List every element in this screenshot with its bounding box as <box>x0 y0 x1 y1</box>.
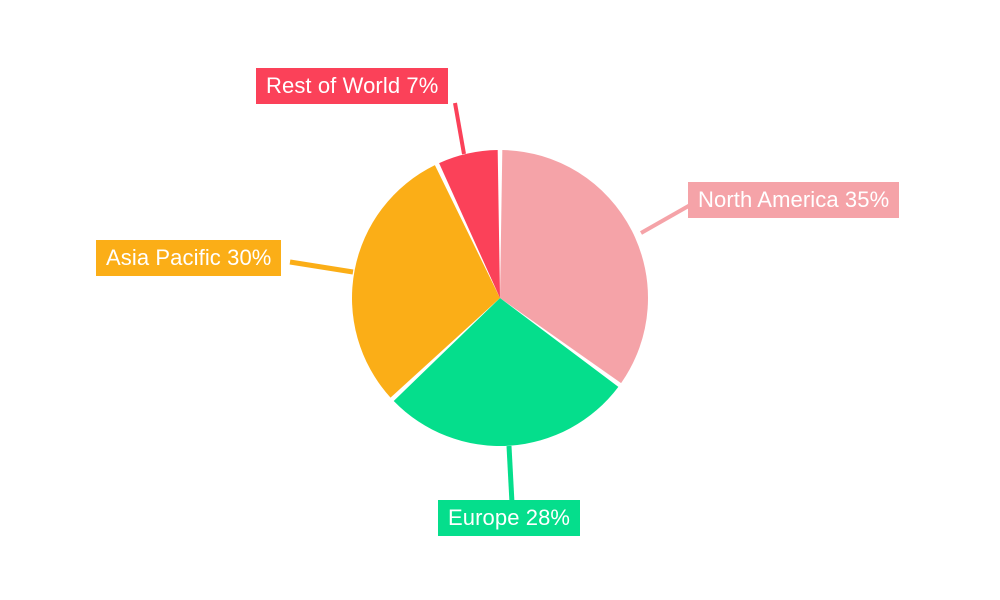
pie-leader-lines <box>289 102 693 504</box>
pie-label-asia-pacific: Asia Pacific 30% <box>96 240 282 276</box>
pie-slice-europe[interactable] <box>393 298 619 446</box>
pie-slice-rest-of-world[interactable] <box>439 150 500 298</box>
leader-line-europe <box>506 445 515 504</box>
leader-line-asia-pacific <box>289 259 354 275</box>
pie-slice-north-america[interactable] <box>500 150 649 384</box>
leader-line-rest-of-world <box>453 102 466 155</box>
pie-slice-asia-pacific[interactable] <box>351 165 500 398</box>
leader-line-north-america <box>640 202 693 235</box>
pie-slices <box>351 150 649 446</box>
pie-label-europe: Europe 28% <box>438 500 581 536</box>
pie-label-rest-of-world: Rest of World 7% <box>256 68 449 104</box>
pie-label-north-america: North America 35% <box>688 182 900 218</box>
